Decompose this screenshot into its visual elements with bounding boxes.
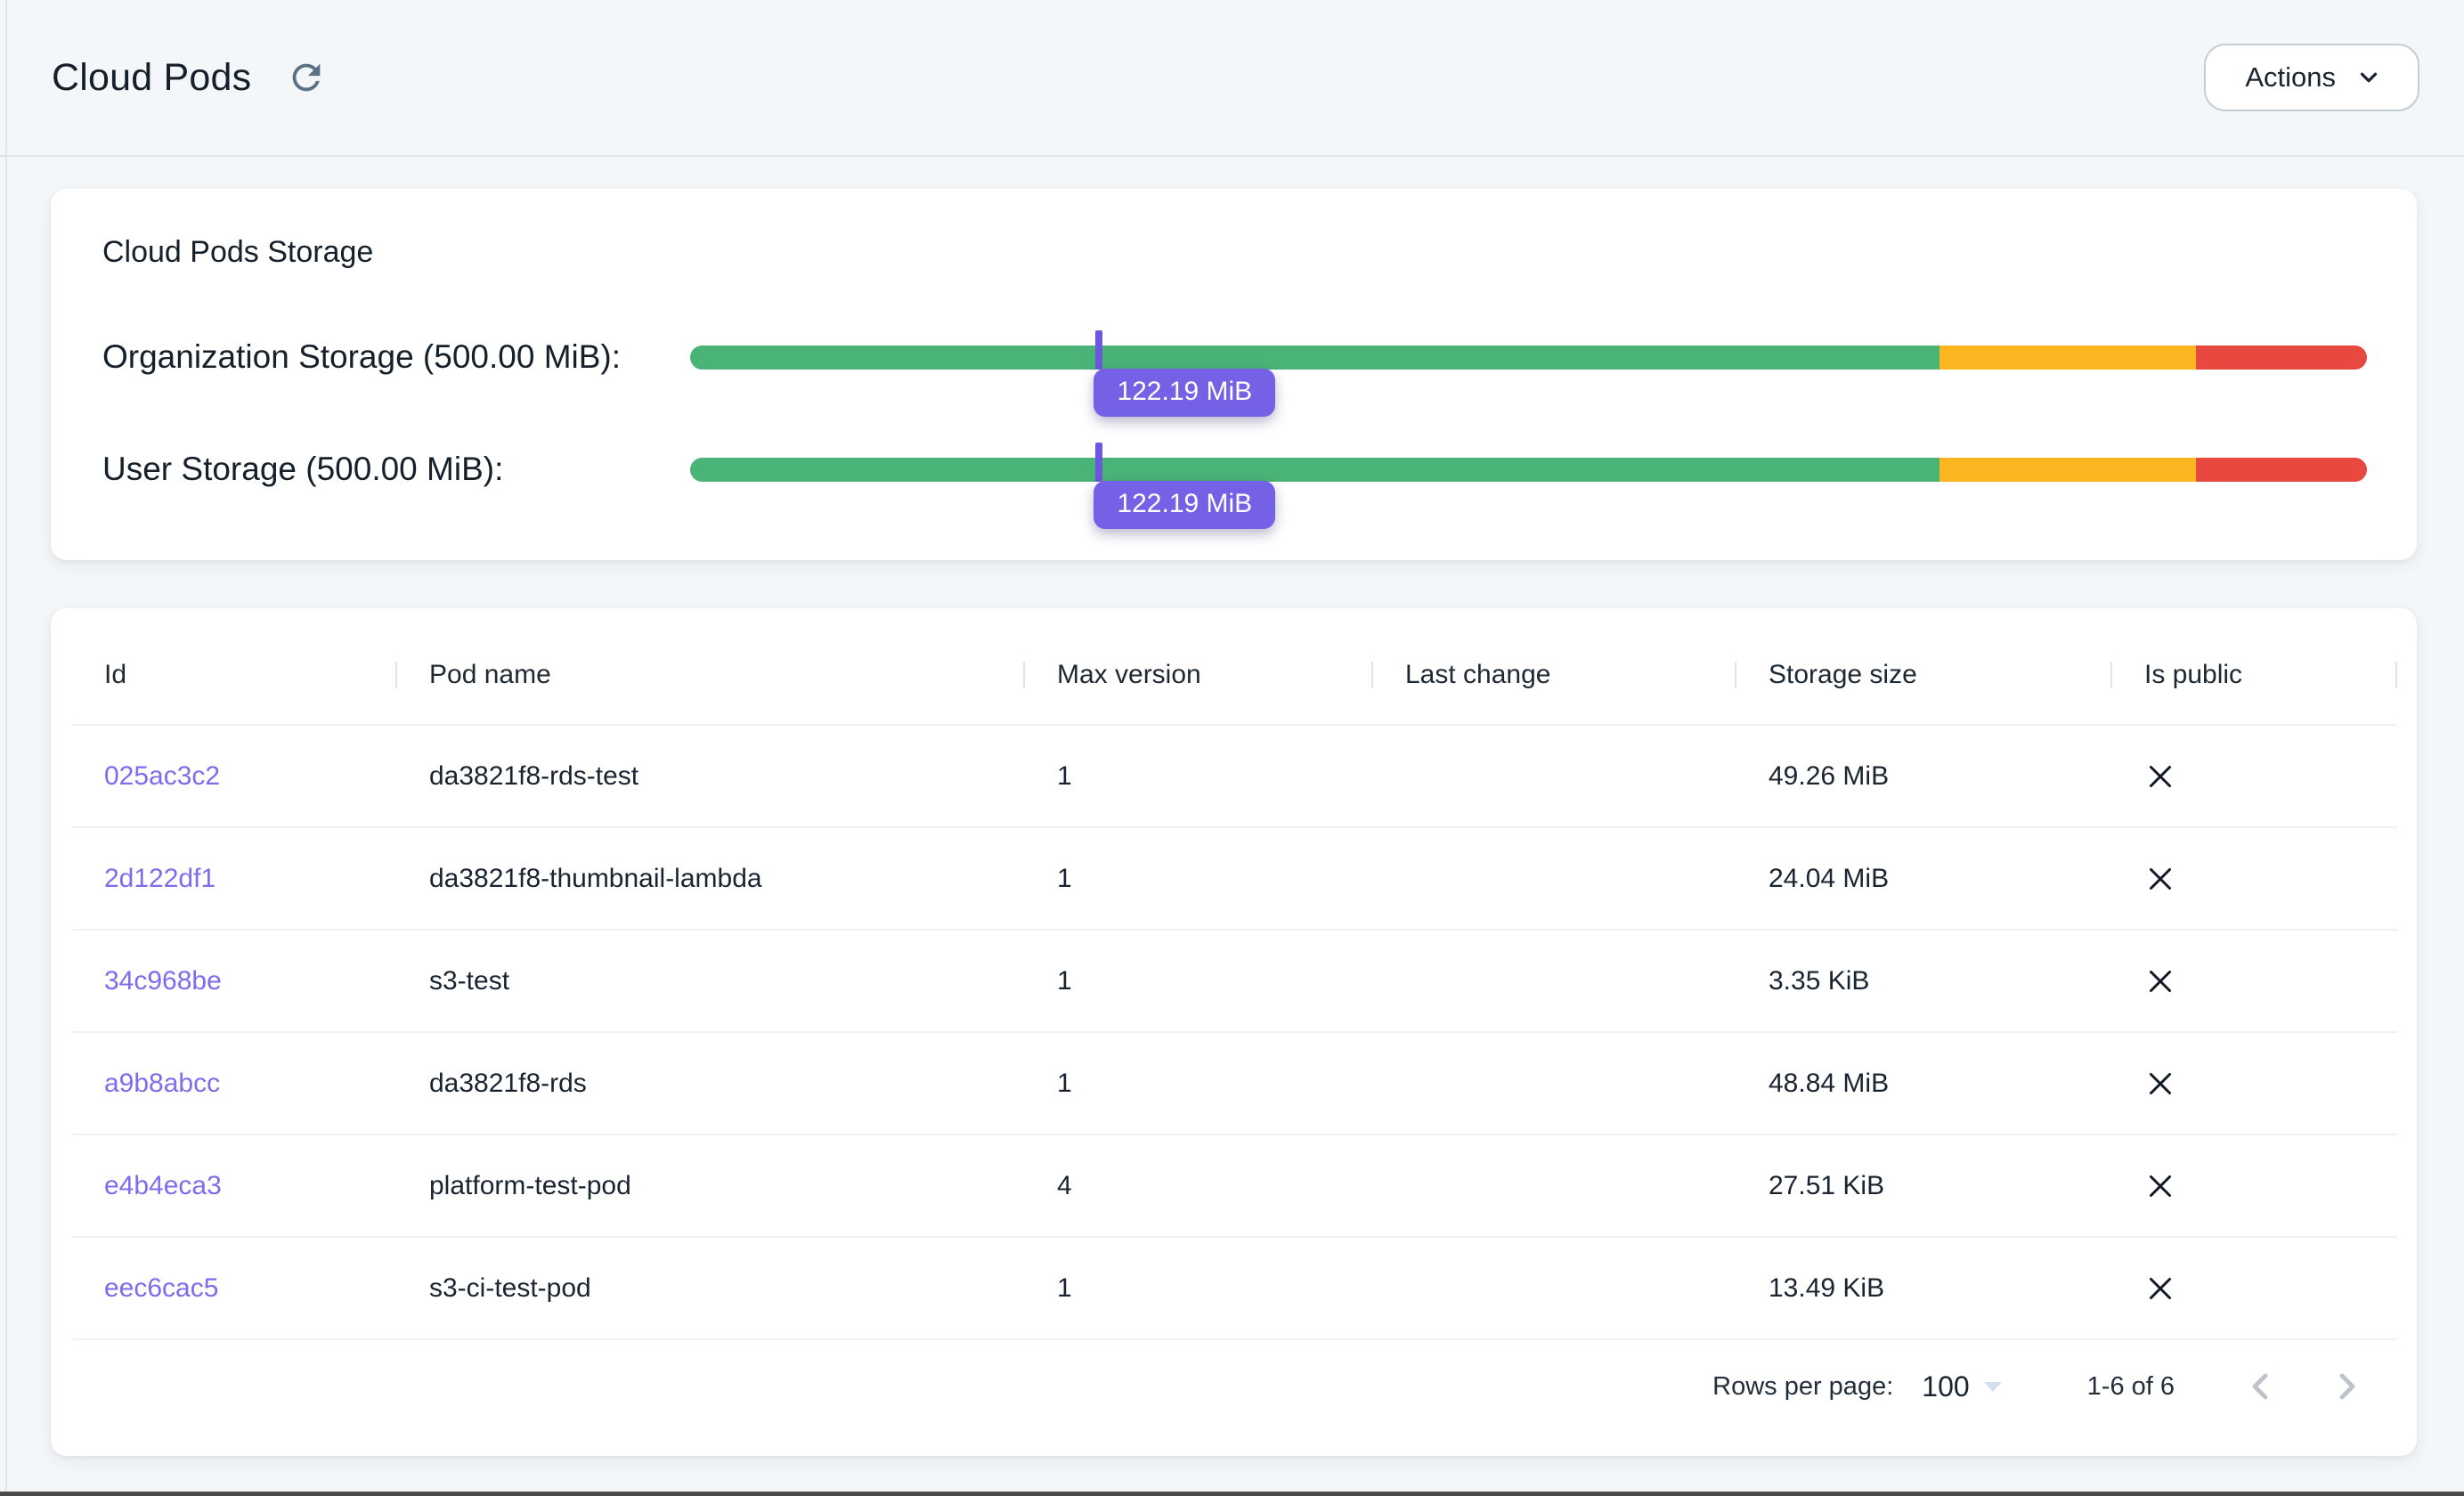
user-storage-label: User Storage (500.00 MiB): — [102, 451, 504, 487]
pod-id-link[interactable]: a9b8abcc — [104, 1068, 221, 1098]
max-version-cell: 1 — [1057, 1068, 1072, 1098]
table-row: 2d122df1 da3821f8-thumbnail-lambda 1 24.… — [72, 828, 2397, 931]
pod-id-link[interactable]: 34c968be — [104, 965, 222, 996]
storage-size-cell: 3.35 KiB — [1769, 965, 1870, 996]
main-content: Cloud Pods Storage Organization Storage … — [0, 157, 2464, 1456]
table-row: e4b4eca3 platform-test-pod 4 27.51 KiB — [72, 1135, 2397, 1238]
close-icon — [2144, 965, 2397, 997]
column-header-last-change[interactable]: Last change — [1373, 626, 1736, 724]
storage-size-cell: 27.51 KiB — [1769, 1170, 1885, 1200]
cloud-pods-table-card: Id Pod name Max version Last change Stor… — [51, 608, 2417, 1456]
column-header-max-version[interactable]: Max version — [1025, 626, 1373, 724]
pagination-range-label: 1-6 of 6 — [2086, 1371, 2175, 1401]
organization-storage-row: Organization Storage (500.00 MiB): 122.1… — [102, 329, 2367, 417]
cloud-pods-table: Id Pod name Max version Last change Stor… — [72, 626, 2397, 1340]
progress-segment-red — [2195, 457, 2367, 482]
previous-page-button[interactable] — [2232, 1356, 2292, 1417]
max-version-cell: 4 — [1057, 1170, 1072, 1200]
storage-card-title: Cloud Pods Storage — [102, 235, 374, 269]
usage-marker — [1095, 442, 1103, 482]
close-icon — [2144, 863, 2397, 895]
max-version-cell: 1 — [1057, 1272, 1072, 1303]
next-page-button[interactable] — [2315, 1356, 2376, 1417]
is-public-cell — [2112, 760, 2397, 793]
screen-bottom-edge — [0, 1492, 2464, 1496]
progress-track — [690, 457, 2367, 482]
page-title: Cloud Pods — [52, 55, 252, 99]
chevron-right-icon — [2324, 1365, 2367, 1408]
pod-name-cell: da3821f8-rds — [429, 1068, 587, 1098]
rows-per-page-value: 100 — [1922, 1370, 1970, 1402]
actions-button[interactable]: Actions — [2204, 44, 2419, 111]
pod-id-link[interactable]: 2d122df1 — [104, 863, 216, 893]
column-header-is-public[interactable]: Is public — [2112, 626, 2397, 724]
rows-per-page-label: Rows per page: — [1712, 1371, 1894, 1401]
left-edge-divider — [5, 0, 7, 1496]
pod-id-link[interactable]: eec6cac5 — [104, 1272, 219, 1303]
column-header-storage-size[interactable]: Storage size — [1736, 626, 2112, 724]
progress-track — [690, 345, 2367, 370]
storage-size-cell: 48.84 MiB — [1769, 1068, 1890, 1098]
progress-segment-green — [690, 457, 1939, 482]
storage-size-cell: 13.49 KiB — [1769, 1272, 1885, 1303]
refresh-button[interactable] — [281, 53, 331, 102]
column-header-pod-name[interactable]: Pod name — [397, 626, 1025, 724]
progress-segment-amber — [1939, 457, 2196, 482]
table-row: 025ac3c2 da3821f8-rds-test 1 49.26 MiB — [72, 726, 2397, 828]
is-public-cell — [2112, 863, 2397, 895]
is-public-cell — [2112, 1272, 2397, 1305]
progress-segment-amber — [1939, 345, 2196, 370]
pod-name-cell: s3-test — [429, 965, 510, 996]
is-public-cell — [2112, 1170, 2397, 1202]
storage-card: Cloud Pods Storage Organization Storage … — [51, 189, 2417, 560]
progress-segment-red — [2195, 345, 2367, 370]
column-header-id[interactable]: Id — [72, 626, 397, 724]
max-version-cell: 1 — [1057, 965, 1072, 996]
pod-id-link[interactable]: 025ac3c2 — [104, 760, 221, 791]
organization-storage-progress-bar: 122.19 MiB — [690, 329, 2367, 417]
usage-tooltip: 122.19 MiB — [1094, 368, 1276, 417]
close-icon — [2144, 1272, 2397, 1305]
close-icon — [2144, 1170, 2397, 1202]
table-row: 34c968be s3-test 1 3.35 KiB — [72, 931, 2397, 1033]
max-version-cell: 1 — [1057, 863, 1072, 893]
table-row: eec6cac5 s3-ci-test-pod 1 13.49 KiB — [72, 1238, 2397, 1340]
actions-button-label: Actions — [2245, 61, 2336, 93]
user-storage-progress-bar: 122.19 MiB — [690, 442, 2367, 529]
pod-name-cell: da3821f8-thumbnail-lambda — [429, 863, 762, 893]
pod-name-cell: da3821f8-rds-test — [429, 760, 639, 791]
close-icon — [2144, 760, 2397, 793]
storage-size-cell: 24.04 MiB — [1769, 863, 1890, 893]
chevron-down-icon — [2355, 64, 2382, 91]
pod-name-cell: platform-test-pod — [429, 1170, 631, 1200]
rows-per-page-select[interactable]: 100 — [1922, 1370, 2002, 1403]
usage-marker — [1095, 329, 1103, 370]
is-public-cell — [2112, 1068, 2397, 1100]
dropdown-arrow-icon — [1983, 1381, 2002, 1392]
refresh-icon — [286, 57, 327, 98]
is-public-cell — [2112, 965, 2397, 997]
table-header-row: Id Pod name Max version Last change Stor… — [72, 626, 2397, 726]
max-version-cell: 1 — [1057, 760, 1072, 791]
usage-tooltip: 122.19 MiB — [1094, 480, 1276, 529]
pod-id-link[interactable]: e4b4eca3 — [104, 1170, 222, 1200]
pod-name-cell: s3-ci-test-pod — [429, 1272, 591, 1303]
table-pagination: Rows per page: 100 1-6 of 6 — [72, 1340, 2395, 1433]
page-header: Cloud Pods Actions — [0, 0, 2464, 157]
organization-storage-label: Organization Storage (500.00 MiB): — [102, 338, 622, 375]
close-icon — [2144, 1068, 2397, 1100]
table-row: a9b8abcc da3821f8-rds 1 48.84 MiB — [72, 1033, 2397, 1135]
progress-segment-green — [690, 345, 1939, 370]
chevron-left-icon — [2240, 1365, 2283, 1408]
storage-size-cell: 49.26 MiB — [1769, 760, 1890, 791]
user-storage-row: User Storage (500.00 MiB): 122.19 MiB — [102, 441, 2367, 529]
